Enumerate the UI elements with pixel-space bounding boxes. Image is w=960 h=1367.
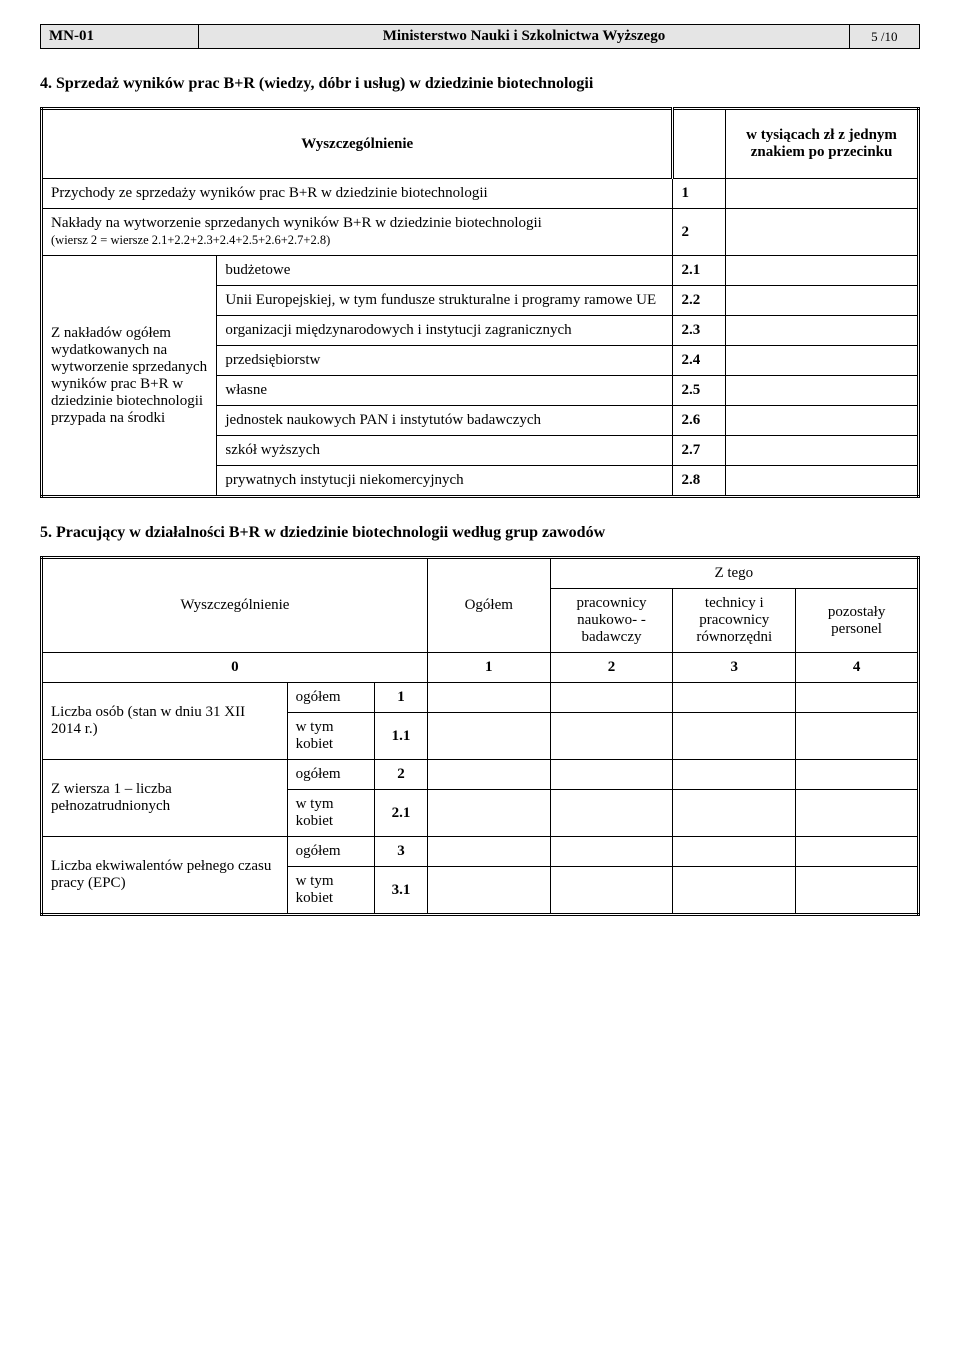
col-value-header: w tysiącach zł z jednym znakiem po przec… (726, 109, 919, 179)
page-header: MN-01 Ministerstwo Nauki i Szkolnictwa W… (40, 24, 920, 49)
t2-row1-n2: 1.1 (375, 713, 428, 760)
row-num-1: 1 (673, 179, 726, 209)
t2-in-3-3[interactable] (673, 837, 796, 867)
t2-row2-n2: 2.1 (375, 790, 428, 837)
row-naklady-formula: (wiersz 2 = wiersze 2.1+2.2+2.3+2.4+2.5+… (51, 233, 330, 247)
item-num-2-3: 2.3 (673, 316, 726, 346)
row-num-2: 2 (673, 209, 726, 256)
row-przychody: Przychody ze sprzedaży wyników prac B+R … (42, 179, 673, 209)
t2-in-2-2[interactable] (550, 760, 673, 790)
ministry-title: Ministerstwo Nauki i Szkolnictwa Wyższeg… (199, 25, 849, 49)
row-naklady: Nakłady na wytworzenie sprzedanych wynik… (42, 209, 673, 256)
item-org-miedz: organizacji międzynarodowych i instytucj… (217, 316, 673, 346)
item-num-2-6: 2.6 (673, 406, 726, 436)
t2-in-31-4[interactable] (796, 867, 919, 915)
item-przeds: przedsiębiorstw (217, 346, 673, 376)
t2-in-3-4[interactable] (796, 837, 919, 867)
t2-col-ztego: Z tego (550, 558, 918, 589)
item-num-2-4: 2.4 (673, 346, 726, 376)
t2-row3-n2: 3.1 (375, 867, 428, 915)
item-num-2-5: 2.5 (673, 376, 726, 406)
input-2-4[interactable] (726, 346, 919, 376)
t2-in-21-4[interactable] (796, 790, 919, 837)
t2-row1-n1: 1 (375, 683, 428, 713)
t2-in-21-3[interactable] (673, 790, 796, 837)
item-wlasne: własne (217, 376, 673, 406)
t2-row1-sub1: ogółem (287, 683, 375, 713)
t2-row1-desc: Liczba osób (stan w dniu 31 XII 2014 r.) (42, 683, 288, 760)
t2-numhdr-4: 4 (796, 653, 919, 683)
t2-numhdr-1: 1 (427, 653, 550, 683)
section-4-title: 4. Sprzedaż wyników prac B+R (wiedzy, dó… (40, 75, 920, 93)
t2-in-11-1[interactable] (427, 713, 550, 760)
input-2-3[interactable] (726, 316, 919, 346)
t2-numhdr-0: 0 (42, 653, 428, 683)
item-num-2-2: 2.2 (673, 286, 726, 316)
t2-in-1-1[interactable] (427, 683, 550, 713)
col-wyszczegolnienie: Wyszczególnienie (42, 109, 673, 179)
t2-row2-desc: Z wiersza 1 – liczba pełnozatrudnionych (42, 760, 288, 837)
page-number: 5 /10 (849, 25, 919, 49)
t2-in-2-1[interactable] (427, 760, 550, 790)
item-pryw: prywatnych instytucji niekomercyjnych (217, 466, 673, 497)
t2-row3-sub2: w tym kobiet (287, 867, 375, 915)
t2-in-21-1[interactable] (427, 790, 550, 837)
t2-numhdr-2: 2 (550, 653, 673, 683)
t2-in-31-1[interactable] (427, 867, 550, 915)
t2-numhdr-3: 3 (673, 653, 796, 683)
t2-in-31-3[interactable] (673, 867, 796, 915)
t2-in-2-3[interactable] (673, 760, 796, 790)
input-2-6[interactable] (726, 406, 919, 436)
section-5-title: 5. Pracujący w działalności B+R w dziedz… (40, 524, 920, 542)
item-pan: jednostek naukowych PAN i instytutów bad… (217, 406, 673, 436)
t2-in-1-4[interactable] (796, 683, 919, 713)
t2-in-1-3[interactable] (673, 683, 796, 713)
item-num-2-1: 2.1 (673, 256, 726, 286)
item-num-2-8: 2.8 (673, 466, 726, 497)
t2-in-3-1[interactable] (427, 837, 550, 867)
t2-in-31-2[interactable] (550, 867, 673, 915)
t2-col-tech: technicy i pracownicy równorzędni (673, 589, 796, 653)
t2-row3-sub1: ogółem (287, 837, 375, 867)
input-2[interactable] (726, 209, 919, 256)
form-code: MN-01 (41, 25, 199, 49)
input-2-1[interactable] (726, 256, 919, 286)
t2-in-11-4[interactable] (796, 713, 919, 760)
t2-in-11-3[interactable] (673, 713, 796, 760)
item-budzetowe: budżetowe (217, 256, 673, 286)
t2-in-1-2[interactable] (550, 683, 673, 713)
input-1[interactable] (726, 179, 919, 209)
t2-in-11-2[interactable] (550, 713, 673, 760)
input-2-8[interactable] (726, 466, 919, 497)
input-2-7[interactable] (726, 436, 919, 466)
t2-in-21-2[interactable] (550, 790, 673, 837)
group-label: Z nakładów ogółem wydatkowanych na wytwo… (42, 256, 217, 497)
item-num-2-7: 2.7 (673, 436, 726, 466)
item-szkoly: szkół wyższych (217, 436, 673, 466)
t2-col-ogolem: Ogółem (427, 558, 550, 653)
t2-in-3-2[interactable] (550, 837, 673, 867)
t2-in-2-4[interactable] (796, 760, 919, 790)
t2-col-wysz: Wyszczególnienie (42, 558, 428, 653)
row-naklady-text: Nakłady na wytworzenie sprzedanych wynik… (51, 215, 542, 231)
t2-col-poz: pozostały personel (796, 589, 919, 653)
t2-row2-n1: 2 (375, 760, 428, 790)
item-ue: Unii Europejskiej, w tym fundusze strukt… (217, 286, 673, 316)
input-2-5[interactable] (726, 376, 919, 406)
input-2-2[interactable] (726, 286, 919, 316)
t2-row2-sub1: ogółem (287, 760, 375, 790)
t2-row1-sub2: w tym kobiet (287, 713, 375, 760)
table-section-5: Wyszczególnienie Ogółem Z tego pracownic… (40, 556, 920, 916)
t2-row2-sub2: w tym kobiet (287, 790, 375, 837)
t2-row3-n1: 3 (375, 837, 428, 867)
t2-row3-desc: Liczba ekwiwalentów pełnego czasu pracy … (42, 837, 288, 915)
table-section-4: Wyszczególnienie w tysiącach zł z jednym… (40, 107, 920, 498)
t2-col-prac: pracownicy naukowo- -badawczy (550, 589, 673, 653)
